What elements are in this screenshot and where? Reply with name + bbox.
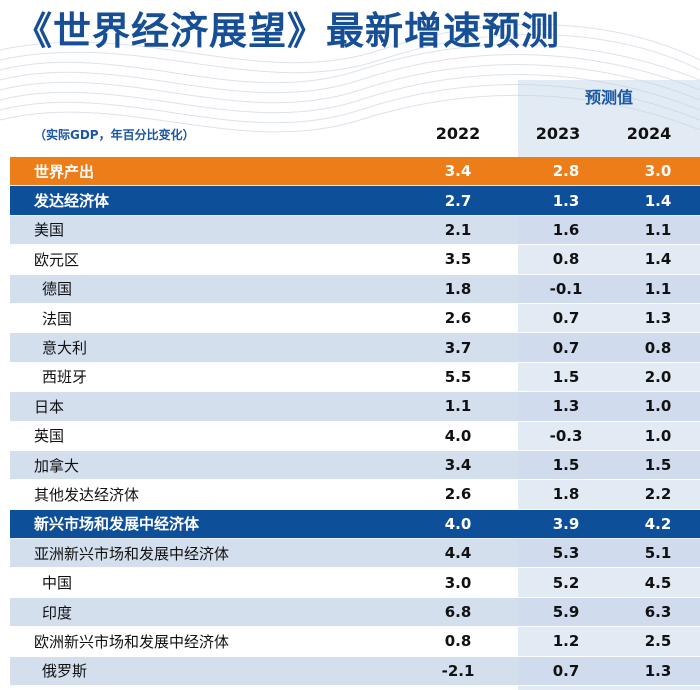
forecast-label: 预测值 xyxy=(584,88,633,107)
row-name: 德国 xyxy=(42,280,73,299)
row-name: 中国 xyxy=(42,574,73,593)
table-row: 西班牙 5.5 1.5 2.0 xyxy=(10,363,700,393)
cell-2022: -2.1 xyxy=(441,661,475,680)
cell-2023: 0.7 xyxy=(552,309,580,328)
row-name: 意大利 xyxy=(42,339,88,358)
row-name: 发达经济体 xyxy=(34,192,110,211)
row-name: 加拿大 xyxy=(34,456,80,475)
cell-2023: -0.1 xyxy=(549,279,583,298)
cell-2022: 2.6 xyxy=(444,309,472,328)
cell-2023: 1.5 xyxy=(552,367,580,386)
cell-2024: 1.3 xyxy=(644,661,672,680)
cell-2023: 2.8 xyxy=(552,162,580,181)
row-name: 世界产出 xyxy=(34,162,95,181)
cell-2023: 0.7 xyxy=(552,661,580,680)
cell-2022: 3.4 xyxy=(444,456,472,475)
table-row: 日本 1.1 1.3 1.0 xyxy=(10,392,700,422)
cell-2023: 0.7 xyxy=(552,338,580,357)
cell-2022: 0.8 xyxy=(444,632,472,651)
cell-2024: 2.0 xyxy=(644,367,672,386)
row-name: 新兴市场和发展中经济体 xyxy=(34,515,200,534)
table-row-world: 世界产出 3.4 2.8 3.0 xyxy=(10,157,700,187)
table-row: 法国 2.6 0.7 1.3 xyxy=(10,304,700,334)
cell-2022: 5.5 xyxy=(444,367,472,386)
cell-2024: 1.4 xyxy=(644,191,672,210)
cell-2024: 3.0 xyxy=(644,162,672,181)
cell-2023: 1.3 xyxy=(552,191,580,210)
table-row: 欧洲新兴市场和发展中经济体 0.8 1.2 2.5 xyxy=(10,627,700,657)
cell-2023: 1.6 xyxy=(552,220,580,239)
cell-2024: 5.1 xyxy=(644,544,672,563)
row-name: 欧元区 xyxy=(34,250,80,269)
page-title: 《世界经济展望》最新增速预测 xyxy=(14,9,561,53)
cell-2024: 4.2 xyxy=(644,514,672,533)
row-name: 欧洲新兴市场和发展中经济体 xyxy=(34,632,230,651)
cell-2023: 1.5 xyxy=(552,456,580,475)
row-name: 英国 xyxy=(34,427,65,446)
table-row: 加拿大 3.4 1.5 1.5 xyxy=(10,450,700,481)
row-name: 俄罗斯 xyxy=(42,662,88,681)
row-name: 日本 xyxy=(34,397,65,416)
row-name: 西班牙 xyxy=(42,368,88,387)
cell-2024: 1.5 xyxy=(644,456,672,475)
cell-2022: 3.5 xyxy=(444,250,472,269)
wave-background xyxy=(0,24,700,133)
cell-2023: 5.9 xyxy=(552,603,580,622)
table-row: 印度 6.8 5.9 6.3 xyxy=(10,597,700,628)
row-name: 印度 xyxy=(42,603,73,622)
table-row: 英国 4.0 -0.3 1.0 xyxy=(10,422,700,451)
cell-2022: 3.0 xyxy=(444,573,472,592)
row-name: 其他发达经济体 xyxy=(34,485,140,504)
cell-2024: 2.2 xyxy=(644,485,672,504)
year-header-2023: 2023 xyxy=(535,124,581,143)
row-name: 美国 xyxy=(34,221,65,240)
cell-2024: 1.0 xyxy=(644,426,672,445)
cell-2023: 1.3 xyxy=(552,397,580,416)
table-row: 亚洲新兴市场和发展中经济体 4.4 5.3 5.1 xyxy=(10,539,700,569)
row-name: 法国 xyxy=(42,309,73,328)
cell-2023: -0.3 xyxy=(549,426,583,445)
table-row: 意大利 3.7 0.7 0.8 xyxy=(10,333,700,363)
cell-2022: 1.1 xyxy=(444,397,472,416)
cell-2023: 5.3 xyxy=(552,544,580,563)
cell-2022: 2.7 xyxy=(444,191,472,210)
cell-2022: 6.8 xyxy=(444,603,472,622)
cell-2023: 1.8 xyxy=(552,485,580,504)
forecast-table: 世界产出 3.4 2.8 3.0 发达经济体 2.7 1.3 1.4 美国 2.… xyxy=(10,157,700,687)
table-row: 德国 1.8 -0.1 1.1 xyxy=(10,274,700,304)
units-label: （实际GDP，年百分比变化） xyxy=(34,128,195,142)
table-row: 其他发达经济体 2.6 1.8 2.2 xyxy=(10,480,700,510)
cell-2022: 3.4 xyxy=(444,162,472,181)
cell-2023: 3.9 xyxy=(552,514,580,533)
cell-2024: 1.4 xyxy=(644,250,672,269)
cell-2023: 5.2 xyxy=(552,573,580,592)
cell-2024: 1.3 xyxy=(644,309,672,328)
cell-2022: 2.6 xyxy=(444,485,472,504)
cell-2024: 2.5 xyxy=(644,632,672,651)
table-row: 欧元区 3.5 0.8 1.4 xyxy=(10,245,700,275)
cell-2023: 1.2 xyxy=(552,632,580,651)
cell-2022: 3.7 xyxy=(444,338,472,357)
table-row: 俄罗斯 -2.1 0.7 1.3 xyxy=(10,656,700,687)
table-row-advanced: 发达经济体 2.7 1.3 1.4 xyxy=(10,186,700,216)
cell-2024: 1.0 xyxy=(644,397,672,416)
cell-2022: 4.0 xyxy=(444,514,472,533)
cell-2022: 4.4 xyxy=(444,544,472,563)
table-row: 美国 2.1 1.6 1.1 xyxy=(10,215,700,246)
cell-2022: 4.0 xyxy=(444,426,472,445)
cell-2024: 0.8 xyxy=(644,338,672,357)
year-header-2022: 2022 xyxy=(435,124,481,143)
cell-2022: 2.1 xyxy=(444,220,472,239)
row-name: 亚洲新兴市场和发展中经济体 xyxy=(34,544,230,563)
table-row: 中国 3.0 5.2 4.5 xyxy=(10,568,700,598)
cell-2024: 1.1 xyxy=(644,279,672,298)
year-header-2024: 2024 xyxy=(626,124,672,143)
cell-2024: 6.3 xyxy=(644,603,672,622)
cell-2024: 4.5 xyxy=(644,573,672,592)
cell-2022: 1.8 xyxy=(444,279,472,298)
table-row-emerging: 新兴市场和发展中经济体 4.0 3.9 4.2 xyxy=(10,509,700,540)
cell-2024: 1.1 xyxy=(644,220,672,239)
cell-2023: 0.8 xyxy=(552,250,580,269)
